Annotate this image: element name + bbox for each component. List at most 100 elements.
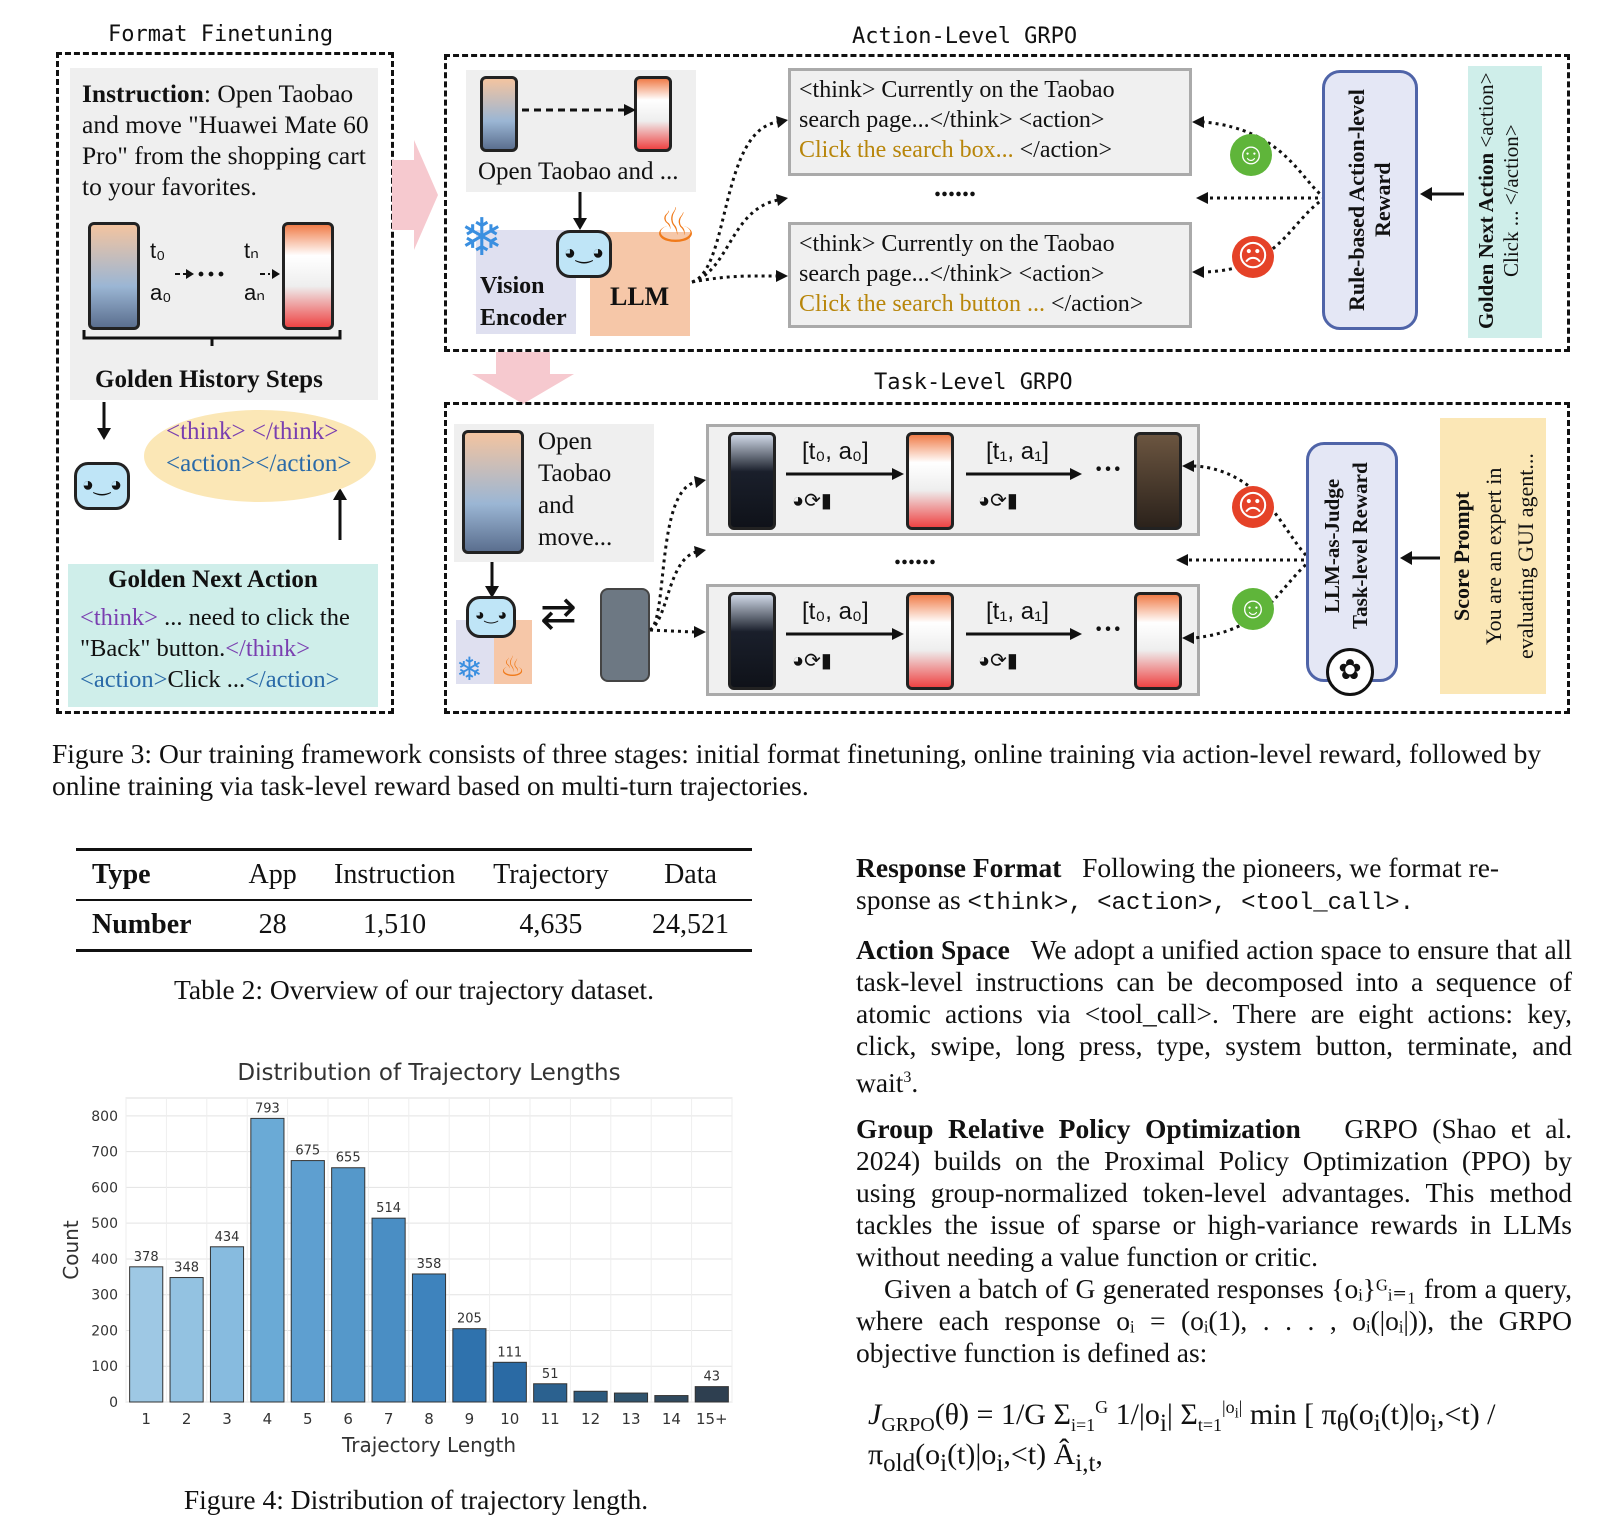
table-row: Number 28 1,510 4,635 24,521 — [76, 901, 752, 952]
step-t0-label: [t₀, a₀] — [802, 438, 869, 465]
sad-face-icon: ☹ — [1232, 236, 1274, 278]
x-tick-label: 8 — [424, 1410, 434, 1428]
given-paragraph: Given a batch of G generated responses {… — [856, 1273, 1572, 1369]
grpo-equation: JGRPO(θ) = 1/G Σi=1G 1/|oi| Σt=1|oi| min… — [868, 1397, 1496, 1478]
phone-icon — [600, 588, 650, 682]
step-arrows — [786, 468, 1082, 640]
format-finetuning-title: Format Finetuning — [108, 22, 334, 47]
robot-icon: ◕‿◕ — [466, 596, 516, 638]
action-space-paragraph: Action Space We adopt a unified action s… — [856, 934, 1572, 1099]
action-level-panel — [444, 54, 1570, 352]
stage-arrow-down — [472, 352, 574, 404]
llm-judge-label: LLM-as-Judge Task-level Reward — [1320, 462, 1372, 630]
step-t1-label: [t₁, a₁] — [986, 598, 1049, 625]
bar — [452, 1328, 487, 1403]
sad-face-icon: ☹ — [1232, 486, 1274, 528]
table-header-instruction: Instruction — [334, 859, 456, 890]
golden-next-action-title: Golden Next Action — [108, 566, 318, 593]
y-tick-label: 0 — [109, 1395, 118, 1411]
x-tick-label: 1 — [141, 1410, 151, 1428]
y-tick-label: 200 — [91, 1323, 118, 1339]
bubble-think: <think> </think> — [166, 418, 339, 445]
agent-loop-icon: ◕⟳▮ — [792, 490, 832, 512]
y-tick-label: 800 — [91, 1109, 118, 1125]
y-tick-label: 300 — [91, 1288, 118, 1304]
table-header-app: App — [248, 859, 297, 890]
x-tick-label: 10 — [500, 1410, 519, 1428]
chart-title: Distribution of Trajectory Lengths — [237, 1060, 620, 1086]
data-label: 51 — [542, 1367, 559, 1382]
ellipsis: ··· — [1094, 614, 1123, 645]
x-tick-label: 4 — [263, 1410, 273, 1428]
t0-label: t₀ — [150, 238, 166, 263]
bubble-action: <action></action> — [166, 450, 352, 477]
stage-arrow-right — [392, 140, 438, 250]
snowflake-icon: ❄ — [460, 210, 504, 267]
data-label: 348 — [174, 1261, 199, 1276]
ellipsis: ...... — [934, 172, 976, 203]
x-tick-label: 11 — [541, 1410, 560, 1428]
data-label: 358 — [417, 1257, 442, 1272]
score-prompt-label: Score Prompt You are an expert in evaluat… — [1449, 453, 1538, 659]
rollout-arrows — [648, 476, 706, 638]
table-2: Type App Instruction Trajectory Data Num… — [76, 848, 752, 952]
response-box-1: <think> Currently on the Taobao search pa… — [788, 68, 1192, 176]
phone-screenshot — [634, 76, 672, 152]
bar — [411, 1273, 447, 1403]
happy-face-icon: ☺ — [1230, 134, 1272, 176]
golden-next-action-box — [68, 564, 378, 707]
response-box-2: <think> Currently on the Taobao search pa… — [788, 222, 1192, 328]
table-header-type: Type — [92, 859, 151, 890]
left-arrow — [1400, 551, 1442, 565]
bar — [654, 1395, 689, 1403]
robot-icon: ◕‿◕ — [556, 230, 612, 278]
llm-label: LLM — [610, 282, 670, 311]
data-label: 514 — [376, 1201, 401, 1216]
y-tick-label: 100 — [91, 1359, 118, 1375]
phone-screenshot — [906, 592, 954, 690]
x-tick-label: 6 — [343, 1410, 353, 1428]
dashed-arrow — [522, 104, 636, 116]
tn-label: tₙ — [244, 238, 259, 263]
x-tick-label: 15+ — [696, 1410, 728, 1428]
figure-3-caption: Figure 3: Our training framework consist… — [52, 738, 1542, 801]
phone-screenshot — [88, 222, 140, 330]
phone-screenshot — [282, 222, 334, 330]
step-t1-label: [t₁, a₁] — [986, 438, 1049, 465]
openai-icon: ✿ — [1326, 648, 1374, 696]
snowflake-icon: ❄ — [456, 651, 483, 687]
agent-loop-icon: ◕⟳▮ — [978, 650, 1018, 672]
score-prompt-box — [1440, 418, 1546, 694]
table-header-trajectory: Trajectory — [493, 859, 609, 890]
golden-history-label: Golden History Steps — [95, 366, 323, 393]
instruction-text: Instruction: Open Taobao and move "Huawe… — [82, 79, 369, 201]
ellipsis: ··· — [196, 258, 227, 291]
x-axis-label: Trajectory Length — [341, 1433, 516, 1457]
bar — [129, 1266, 164, 1403]
bar — [613, 1392, 649, 1403]
phone-screenshot — [462, 430, 524, 554]
data-label: 378 — [134, 1250, 159, 1265]
y-tick-label: 400 — [91, 1252, 118, 1268]
x-tick-label: 7 — [384, 1410, 394, 1428]
bar — [492, 1361, 527, 1403]
right-column: Response Format Following the pioneers, … — [856, 852, 1572, 1478]
data-label: 205 — [457, 1312, 482, 1327]
rule-based-reward-label: Rule-based Action-level Reward — [1344, 89, 1395, 311]
sampling-arrows — [691, 116, 788, 284]
x-tick-label: 9 — [465, 1410, 475, 1428]
task-level-panel — [444, 402, 1570, 714]
trajectory-length-chart: Distribution of Trajectory Lengths 0 100 20… — [59, 1060, 733, 1457]
golden-next-action-vertical: Golden Next Action <action> Click ... </… — [1474, 72, 1523, 330]
agent-loop-icon: ◕⟳▮ — [978, 490, 1018, 512]
bar — [209, 1246, 245, 1403]
ellipsis: ...... — [894, 540, 936, 571]
golden-next-action-box — [1468, 66, 1542, 338]
reward-arrows — [1192, 116, 1326, 278]
y-tick-label: 700 — [91, 1145, 118, 1161]
cycle-icon: ⇄ — [540, 589, 577, 638]
y-tick-label: 500 — [91, 1216, 118, 1232]
x-tick-label: 5 — [303, 1410, 313, 1428]
phone-screenshot — [480, 76, 518, 152]
data-label: 434 — [215, 1230, 240, 1245]
